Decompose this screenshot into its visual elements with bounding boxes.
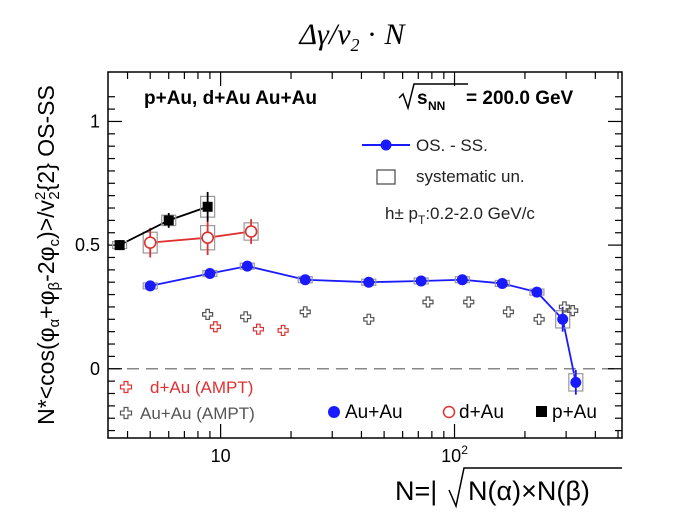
legend-dau-label: d+Au [459,402,504,423]
data-point [422,296,434,308]
legend-dau-ampt-label: d+Au (AMPT) [150,378,253,397]
data-legend: Au+Au d+Au p+Au [328,402,597,423]
data-point [240,311,252,323]
legend-dau-marker [442,405,456,419]
data-point [204,268,216,280]
data-point [363,276,375,288]
x-tick-label: 102 [441,443,468,466]
x-tick-label: 10 [211,446,231,466]
axis-tick-labels: 10 102 0 0.5 1 [75,111,468,466]
data-point [202,308,214,320]
svg-text:N(α)×N(β): N(α)×N(β) [468,476,590,506]
legend-systematic-label: systematic un. [416,167,525,186]
legend-systematic-box [376,169,396,185]
series-p-au [112,191,216,251]
y-tick-label: 0.5 [75,235,100,255]
data-point [567,305,579,317]
series-au-au [142,260,584,395]
data-point [558,301,571,313]
data-point [496,277,508,289]
data-point [202,201,213,212]
legend-auau-label: Au+Au [345,402,403,423]
svg-text:= 200.0 GeV: = 200.0 GeV [466,88,574,109]
svg-text:p+Au, d+Au Au+Au: p+Au, d+Au Au+Au [144,88,317,109]
data-point [114,240,125,251]
legend-pau-marker [536,406,547,417]
data-point [252,323,264,335]
chart-title: Δγ/v2 · N [298,18,406,55]
y-tick-label: 1 [90,111,100,131]
legend-os-ss-marker [380,139,392,151]
series-d-au [142,219,259,258]
data-point [143,236,157,249]
legend-pau-label: p+Au [552,402,597,423]
series-d-au-ampt- [209,321,289,337]
axis-ticks [108,72,622,438]
data-point [363,313,375,325]
data-point [277,324,289,337]
data-point [557,313,569,325]
series-layer [112,191,584,395]
data-point [299,274,311,286]
data-point [163,215,174,226]
data-point [201,231,214,244]
data-point [456,274,468,286]
y-tick-label: 0 [90,359,100,379]
legend-dau-ampt-marker [119,380,133,394]
y-axis-label: N*<cos(φα+φβ-2φc)>/v22{2} OS-SS [32,85,63,425]
ampt-legend: d+Au (AMPT) Au+Au (AMPT) [119,378,255,423]
svg-text:NN: NN [428,99,445,113]
series-au-au-ampt- [202,296,579,325]
data-point [241,260,253,272]
energy-annotation: p+Au, d+Au Au+Au s NN = 200.0 GeV [144,83,574,113]
plot-frame [107,71,623,439]
svg-text:s: s [417,88,428,109]
svg-text:N=|: N=| [395,476,437,506]
data-point [209,321,222,333]
legend-auau-marker [328,406,340,418]
data-point [299,306,311,318]
top-legend: OS. - SS. systematic un. h± pT:0.2-2.0 G… [362,136,535,227]
data-point [463,296,475,308]
data-point [502,306,515,318]
legend-auau-ampt-label: Au+Au (AMPT) [140,404,255,423]
legend-os-ss-label: OS. - SS. [416,136,488,155]
data-point [570,376,582,388]
legend-auau-ampt-marker [119,406,133,420]
pt-range-annotation: h± pT:0.2-2.0 GeV/c [385,204,535,227]
data-point [144,280,156,292]
x-axis-label: N=| N(α)×N(β) [395,467,622,509]
data-point [533,313,545,325]
data-point [415,275,427,287]
data-point [531,286,543,298]
data-point [244,225,258,238]
